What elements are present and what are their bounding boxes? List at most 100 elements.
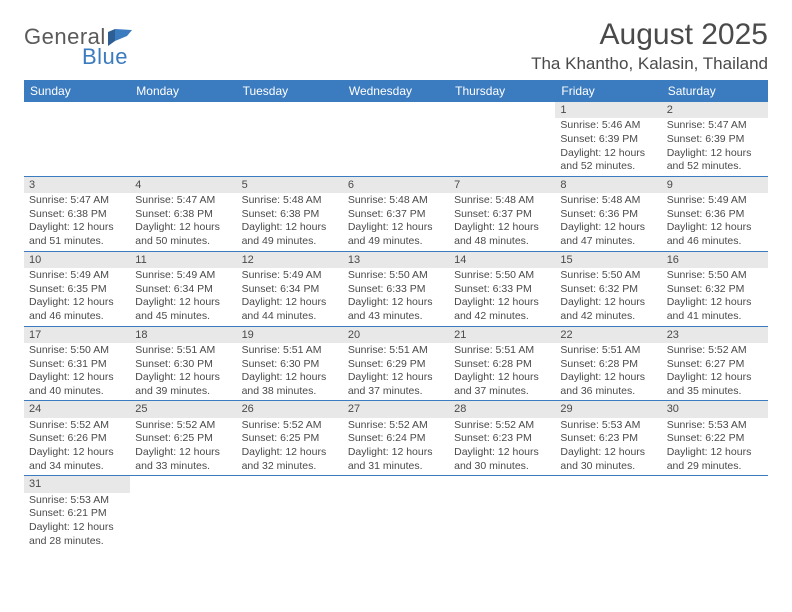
day-number: 23 xyxy=(662,327,768,343)
weekday-header: Thursday xyxy=(449,80,555,102)
calendar-row: 24Sunrise: 5:52 AMSunset: 6:26 PMDayligh… xyxy=(24,401,768,476)
sunset-line: Sunset: 6:35 PM xyxy=(29,283,125,297)
calendar-row: 3Sunrise: 5:47 AMSunset: 6:38 PMDaylight… xyxy=(24,176,768,251)
calendar-cell: 29Sunrise: 5:53 AMSunset: 6:23 PMDayligh… xyxy=(555,401,661,476)
daylight-line: Daylight: 12 hours and 50 minutes. xyxy=(135,221,231,248)
daylight-line: Daylight: 12 hours and 37 minutes. xyxy=(454,371,550,398)
day-number: 24 xyxy=(24,401,130,417)
daylight-line: Daylight: 12 hours and 49 minutes. xyxy=(348,221,444,248)
sunset-line: Sunset: 6:23 PM xyxy=(454,432,550,446)
sunset-line: Sunset: 6:36 PM xyxy=(560,208,656,222)
sunrise-line: Sunrise: 5:49 AM xyxy=(29,269,125,283)
daylight-line: Daylight: 12 hours and 38 minutes. xyxy=(242,371,338,398)
daylight-line: Daylight: 12 hours and 52 minutes. xyxy=(560,147,656,174)
weekday-header: Wednesday xyxy=(343,80,449,102)
daylight-line: Daylight: 12 hours and 36 minutes. xyxy=(560,371,656,398)
day-data: Sunrise: 5:51 AMSunset: 6:28 PMDaylight:… xyxy=(449,343,555,401)
daylight-line: Daylight: 12 hours and 30 minutes. xyxy=(454,446,550,473)
sunrise-line: Sunrise: 5:49 AM xyxy=(667,194,763,208)
daylight-line: Daylight: 12 hours and 34 minutes. xyxy=(29,446,125,473)
sunset-line: Sunset: 6:39 PM xyxy=(667,133,763,147)
daylight-line: Daylight: 12 hours and 44 minutes. xyxy=(242,296,338,323)
calendar-cell: 2Sunrise: 5:47 AMSunset: 6:39 PMDaylight… xyxy=(662,102,768,176)
weekday-header-row: SundayMondayTuesdayWednesdayThursdayFrid… xyxy=(24,80,768,102)
day-number: 10 xyxy=(24,252,130,268)
calendar-cell: 22Sunrise: 5:51 AMSunset: 6:28 PMDayligh… xyxy=(555,326,661,401)
day-number: 14 xyxy=(449,252,555,268)
calendar-cell: 20Sunrise: 5:51 AMSunset: 6:29 PMDayligh… xyxy=(343,326,449,401)
day-number: 16 xyxy=(662,252,768,268)
day-number: 11 xyxy=(130,252,236,268)
day-data: Sunrise: 5:49 AMSunset: 6:35 PMDaylight:… xyxy=(24,268,130,326)
day-number: 7 xyxy=(449,177,555,193)
day-data: Sunrise: 5:53 AMSunset: 6:21 PMDaylight:… xyxy=(24,493,130,551)
day-number xyxy=(343,476,449,491)
sunrise-line: Sunrise: 5:47 AM xyxy=(135,194,231,208)
day-data: Sunrise: 5:49 AMSunset: 6:36 PMDaylight:… xyxy=(662,193,768,251)
daylight-line: Daylight: 12 hours and 43 minutes. xyxy=(348,296,444,323)
calendar-cell xyxy=(449,476,555,550)
sunrise-line: Sunrise: 5:52 AM xyxy=(29,419,125,433)
sunset-line: Sunset: 6:36 PM xyxy=(667,208,763,222)
sunset-line: Sunset: 6:31 PM xyxy=(29,358,125,372)
sunrise-line: Sunrise: 5:48 AM xyxy=(560,194,656,208)
daylight-line: Daylight: 12 hours and 35 minutes. xyxy=(667,371,763,398)
sunrise-line: Sunrise: 5:52 AM xyxy=(242,419,338,433)
day-number: 5 xyxy=(237,177,343,193)
day-number: 28 xyxy=(449,401,555,417)
day-data: Sunrise: 5:52 AMSunset: 6:23 PMDaylight:… xyxy=(449,418,555,476)
day-number: 6 xyxy=(343,177,449,193)
daylight-line: Daylight: 12 hours and 47 minutes. xyxy=(560,221,656,248)
day-number xyxy=(449,102,555,117)
day-data: Sunrise: 5:47 AMSunset: 6:39 PMDaylight:… xyxy=(662,118,768,176)
sunset-line: Sunset: 6:28 PM xyxy=(560,358,656,372)
daylight-line: Daylight: 12 hours and 37 minutes. xyxy=(348,371,444,398)
daylight-line: Daylight: 12 hours and 51 minutes. xyxy=(29,221,125,248)
calendar-cell: 17Sunrise: 5:50 AMSunset: 6:31 PMDayligh… xyxy=(24,326,130,401)
calendar-cell: 13Sunrise: 5:50 AMSunset: 6:33 PMDayligh… xyxy=(343,251,449,326)
day-number: 30 xyxy=(662,401,768,417)
calendar-cell: 7Sunrise: 5:48 AMSunset: 6:37 PMDaylight… xyxy=(449,176,555,251)
weekday-header: Sunday xyxy=(24,80,130,102)
calendar-row: 17Sunrise: 5:50 AMSunset: 6:31 PMDayligh… xyxy=(24,326,768,401)
day-number: 12 xyxy=(237,252,343,268)
sunrise-line: Sunrise: 5:48 AM xyxy=(348,194,444,208)
day-number: 13 xyxy=(343,252,449,268)
day-data: Sunrise: 5:49 AMSunset: 6:34 PMDaylight:… xyxy=(237,268,343,326)
sunset-line: Sunset: 6:34 PM xyxy=(135,283,231,297)
day-number: 1 xyxy=(555,102,661,118)
day-data: Sunrise: 5:50 AMSunset: 6:33 PMDaylight:… xyxy=(449,268,555,326)
sunset-line: Sunset: 6:25 PM xyxy=(242,432,338,446)
calendar-table: SundayMondayTuesdayWednesdayThursdayFrid… xyxy=(24,80,768,550)
sunrise-line: Sunrise: 5:50 AM xyxy=(560,269,656,283)
day-number: 3 xyxy=(24,177,130,193)
sunrise-line: Sunrise: 5:53 AM xyxy=(29,494,125,508)
calendar-cell xyxy=(343,476,449,550)
calendar-cell: 3Sunrise: 5:47 AMSunset: 6:38 PMDaylight… xyxy=(24,176,130,251)
sunrise-line: Sunrise: 5:48 AM xyxy=(242,194,338,208)
sunrise-line: Sunrise: 5:50 AM xyxy=(348,269,444,283)
calendar-cell: 31Sunrise: 5:53 AMSunset: 6:21 PMDayligh… xyxy=(24,476,130,550)
sunrise-line: Sunrise: 5:52 AM xyxy=(667,344,763,358)
day-data: Sunrise: 5:53 AMSunset: 6:22 PMDaylight:… xyxy=(662,418,768,476)
calendar-cell xyxy=(130,102,236,176)
logo: GeneralBlue xyxy=(24,24,133,70)
calendar-cell: 24Sunrise: 5:52 AMSunset: 6:26 PMDayligh… xyxy=(24,401,130,476)
daylight-line: Daylight: 12 hours and 28 minutes. xyxy=(29,521,125,548)
day-data: Sunrise: 5:51 AMSunset: 6:28 PMDaylight:… xyxy=(555,343,661,401)
sunset-line: Sunset: 6:33 PM xyxy=(348,283,444,297)
sunset-line: Sunset: 6:27 PM xyxy=(667,358,763,372)
calendar-cell: 10Sunrise: 5:49 AMSunset: 6:35 PMDayligh… xyxy=(24,251,130,326)
day-number xyxy=(343,102,449,117)
daylight-line: Daylight: 12 hours and 42 minutes. xyxy=(560,296,656,323)
calendar-cell xyxy=(130,476,236,550)
calendar-cell: 14Sunrise: 5:50 AMSunset: 6:33 PMDayligh… xyxy=(449,251,555,326)
calendar-cell xyxy=(343,102,449,176)
sunrise-line: Sunrise: 5:50 AM xyxy=(29,344,125,358)
day-number xyxy=(555,476,661,491)
sunrise-line: Sunrise: 5:51 AM xyxy=(348,344,444,358)
sunset-line: Sunset: 6:30 PM xyxy=(135,358,231,372)
calendar-cell: 12Sunrise: 5:49 AMSunset: 6:34 PMDayligh… xyxy=(237,251,343,326)
calendar-cell: 9Sunrise: 5:49 AMSunset: 6:36 PMDaylight… xyxy=(662,176,768,251)
location: Tha Khantho, Kalasin, Thailand xyxy=(531,54,768,74)
